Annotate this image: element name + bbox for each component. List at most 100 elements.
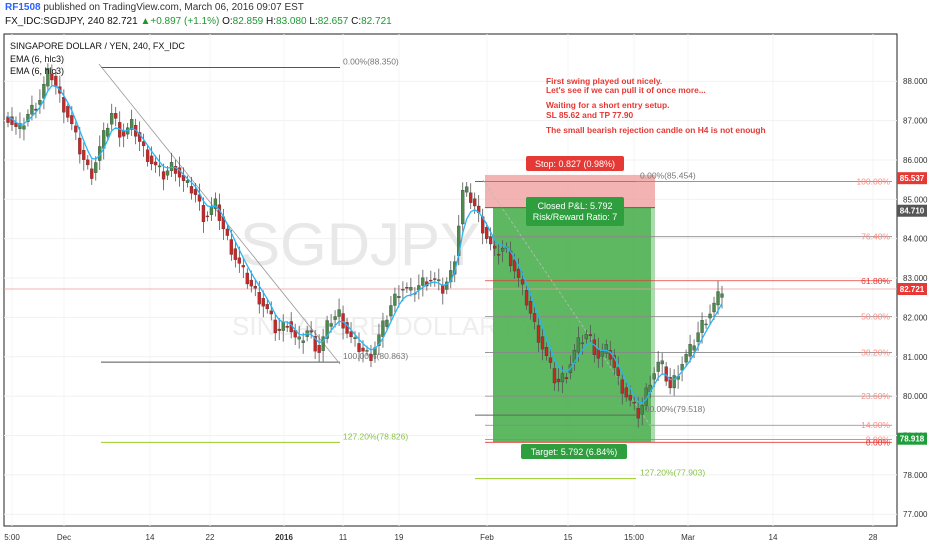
candle-body xyxy=(74,125,78,133)
y-tick-label: 84.000 xyxy=(903,235,928,244)
ema-line xyxy=(7,85,723,404)
candle-body xyxy=(54,75,58,87)
pnl-label: Closed P&L: 5.792 xyxy=(537,201,612,211)
candle-body xyxy=(680,364,684,371)
legend-ema-1[interactable]: EMA (6, hlc3) xyxy=(10,54,64,64)
candle-body xyxy=(500,247,505,252)
candle-body xyxy=(409,287,413,291)
x-tick-label: 2016 xyxy=(275,533,293,542)
legend-title: SINGAPORE DOLLAR / YEN, 240, FX_IDC xyxy=(10,41,185,51)
candle-body xyxy=(576,337,581,353)
note-line-5: SL 85.62 and TP 77.90 xyxy=(546,110,634,120)
price-badge xyxy=(897,283,927,296)
candle-body xyxy=(712,302,716,313)
fib3-level-label: 61.80% xyxy=(861,276,890,286)
candle-body xyxy=(564,377,569,379)
candle-body xyxy=(401,288,405,291)
candle-body xyxy=(82,149,86,160)
candle-body xyxy=(560,373,565,383)
high-label: H: xyxy=(266,16,277,27)
candle-body xyxy=(688,344,692,357)
candle-body xyxy=(397,296,401,299)
y-tick-label: 80.000 xyxy=(903,392,928,401)
high-value: 83.080 xyxy=(276,16,307,27)
candle-body xyxy=(149,155,154,165)
risk-reward-label: Risk/Reward Ratio: 7 xyxy=(533,212,618,222)
candle-body xyxy=(616,367,620,376)
price-badge xyxy=(897,432,927,445)
candle-body xyxy=(185,180,190,183)
candle-body xyxy=(209,206,214,215)
candle-body xyxy=(6,116,10,123)
candle-body xyxy=(157,165,162,168)
fib3-level-label: 76.40% xyxy=(861,232,890,242)
candle-body xyxy=(485,227,489,239)
last-price: 82.721 xyxy=(107,16,138,27)
x-tick-label: 14 xyxy=(769,533,778,542)
candle-body xyxy=(357,343,361,353)
candle-body xyxy=(620,379,624,394)
symbol-watermark: SGDJPY xyxy=(240,211,480,278)
candle-body xyxy=(317,345,321,353)
fib3-level-label: 38.20% xyxy=(861,347,890,357)
candle-body xyxy=(173,166,178,174)
candle-body xyxy=(94,162,98,173)
low-value: 82.657 xyxy=(317,16,349,27)
candle-body xyxy=(345,322,349,334)
price-badges: 85.537 84.710 82.721 78.918 xyxy=(897,172,927,445)
y-tick-label: 87.000 xyxy=(903,117,928,126)
candle-body xyxy=(668,377,672,389)
note-line-7: The small bearish rejection candle on H4… xyxy=(546,125,766,135)
author-link[interactable]: RF1508 xyxy=(5,2,41,13)
x-tick-label: 11 xyxy=(339,533,348,542)
candle-body xyxy=(664,366,668,382)
candle-body xyxy=(700,320,704,333)
fib1-level-label: 100.00%(80.863) xyxy=(343,351,408,361)
candle-body xyxy=(696,332,700,342)
candle-body xyxy=(652,373,656,380)
price-badge-label: 85.537 xyxy=(900,174,925,183)
change-value: +0.897 (+1.1%) xyxy=(150,16,220,27)
candle-body xyxy=(70,115,74,125)
candle-body xyxy=(165,170,170,176)
candle-body xyxy=(38,100,42,105)
candle-body xyxy=(429,279,433,282)
fib3-level-label: 9.00% xyxy=(866,434,891,444)
candle-body xyxy=(86,159,90,166)
symbol-label: FX_IDC:SGDJPY, 240 xyxy=(5,16,105,27)
candle-body xyxy=(333,316,337,320)
candle-body xyxy=(225,228,230,236)
candle-body xyxy=(245,272,249,285)
profit-zone-open xyxy=(651,207,655,443)
candle-body xyxy=(628,394,632,401)
candle-body xyxy=(588,334,593,336)
candle-body xyxy=(141,141,146,147)
candle-body xyxy=(62,97,66,113)
candle-body xyxy=(492,245,497,249)
candle-body xyxy=(624,387,628,398)
candle-body xyxy=(716,291,720,306)
candle-body xyxy=(193,189,198,195)
x-tick-label: 22 xyxy=(206,533,215,542)
candle-body xyxy=(441,285,445,294)
candle-body xyxy=(66,106,70,118)
candle-body xyxy=(145,149,150,162)
price-chart[interactable]: SGDJPY SINGAPORE DOLLAR / YEN 0.00%(88.3… xyxy=(0,30,932,550)
candle-body xyxy=(692,345,696,351)
fib3-level-label: 100.00% xyxy=(856,176,890,186)
x-tick-label: 14 xyxy=(146,533,155,542)
open-label: O: xyxy=(222,16,233,27)
x-tick-label: Mar xyxy=(681,533,695,542)
candle-body xyxy=(704,323,708,326)
close-value: 82.721 xyxy=(361,16,392,27)
y-tick-label: 88.000 xyxy=(903,77,928,86)
legend-ema-2[interactable]: EMA (6, hlc3) xyxy=(10,66,64,76)
candle-body xyxy=(552,368,557,384)
candle-body xyxy=(524,290,529,306)
candle-body xyxy=(445,281,449,290)
candle-body xyxy=(269,310,273,315)
candle-body xyxy=(381,320,385,337)
candle-body xyxy=(708,313,712,319)
candle-body xyxy=(229,239,234,255)
candle-body xyxy=(241,265,245,268)
